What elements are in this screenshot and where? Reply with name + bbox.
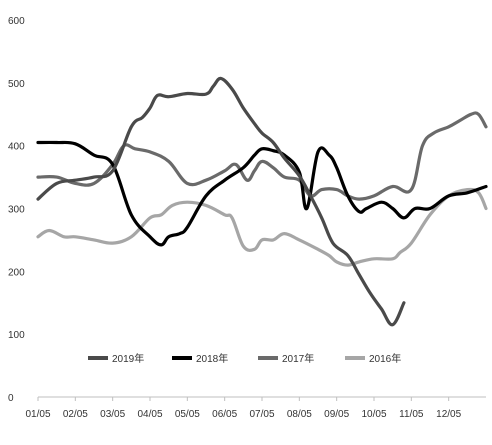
series-line-2019年 — [36, 76, 406, 327]
x-tick-label: 10/05 — [361, 409, 386, 420]
legend-label: 2018年 — [196, 352, 228, 365]
x-tick-label: 01/05 — [25, 409, 50, 420]
x-tick-label: 12/05 — [436, 409, 461, 420]
x-tick-label: 03/05 — [100, 409, 125, 420]
y-tick-label: 600 — [8, 16, 25, 27]
y-tick-label: 400 — [8, 142, 25, 153]
series-line-2017年 — [36, 111, 488, 201]
legend-label: 2017年 — [282, 352, 314, 365]
x-tick-label: 07/05 — [249, 409, 274, 420]
legend: 2019年 2018年 2017年 2016年 — [88, 352, 401, 365]
legend-label: 2019年 — [112, 352, 144, 365]
series-line-2016年 — [36, 187, 488, 267]
y-tick-label: 500 — [8, 79, 25, 90]
y-tick-label: 200 — [8, 267, 25, 278]
x-tick-label: 11/05 — [399, 409, 424, 420]
y-tick-label: 0 — [8, 393, 14, 404]
legend-label: 2016年 — [369, 352, 401, 365]
x-tick-label: 02/05 — [63, 409, 88, 420]
x-tick-label: 05/05 — [175, 409, 200, 420]
series-lines — [36, 76, 488, 327]
y-tick-label: 300 — [8, 205, 25, 216]
x-tick-label: 06/05 — [212, 409, 237, 420]
axes: 0 100 200 300 400 500 600 01/05 02/05 03/05 04/05 0… — [8, 16, 486, 420]
x-tick-label: 09/05 — [324, 409, 349, 420]
x-tick-label: 08/05 — [287, 409, 312, 420]
x-tick-label: 04/05 — [137, 409, 162, 420]
y-tick-label: 100 — [8, 330, 25, 341]
